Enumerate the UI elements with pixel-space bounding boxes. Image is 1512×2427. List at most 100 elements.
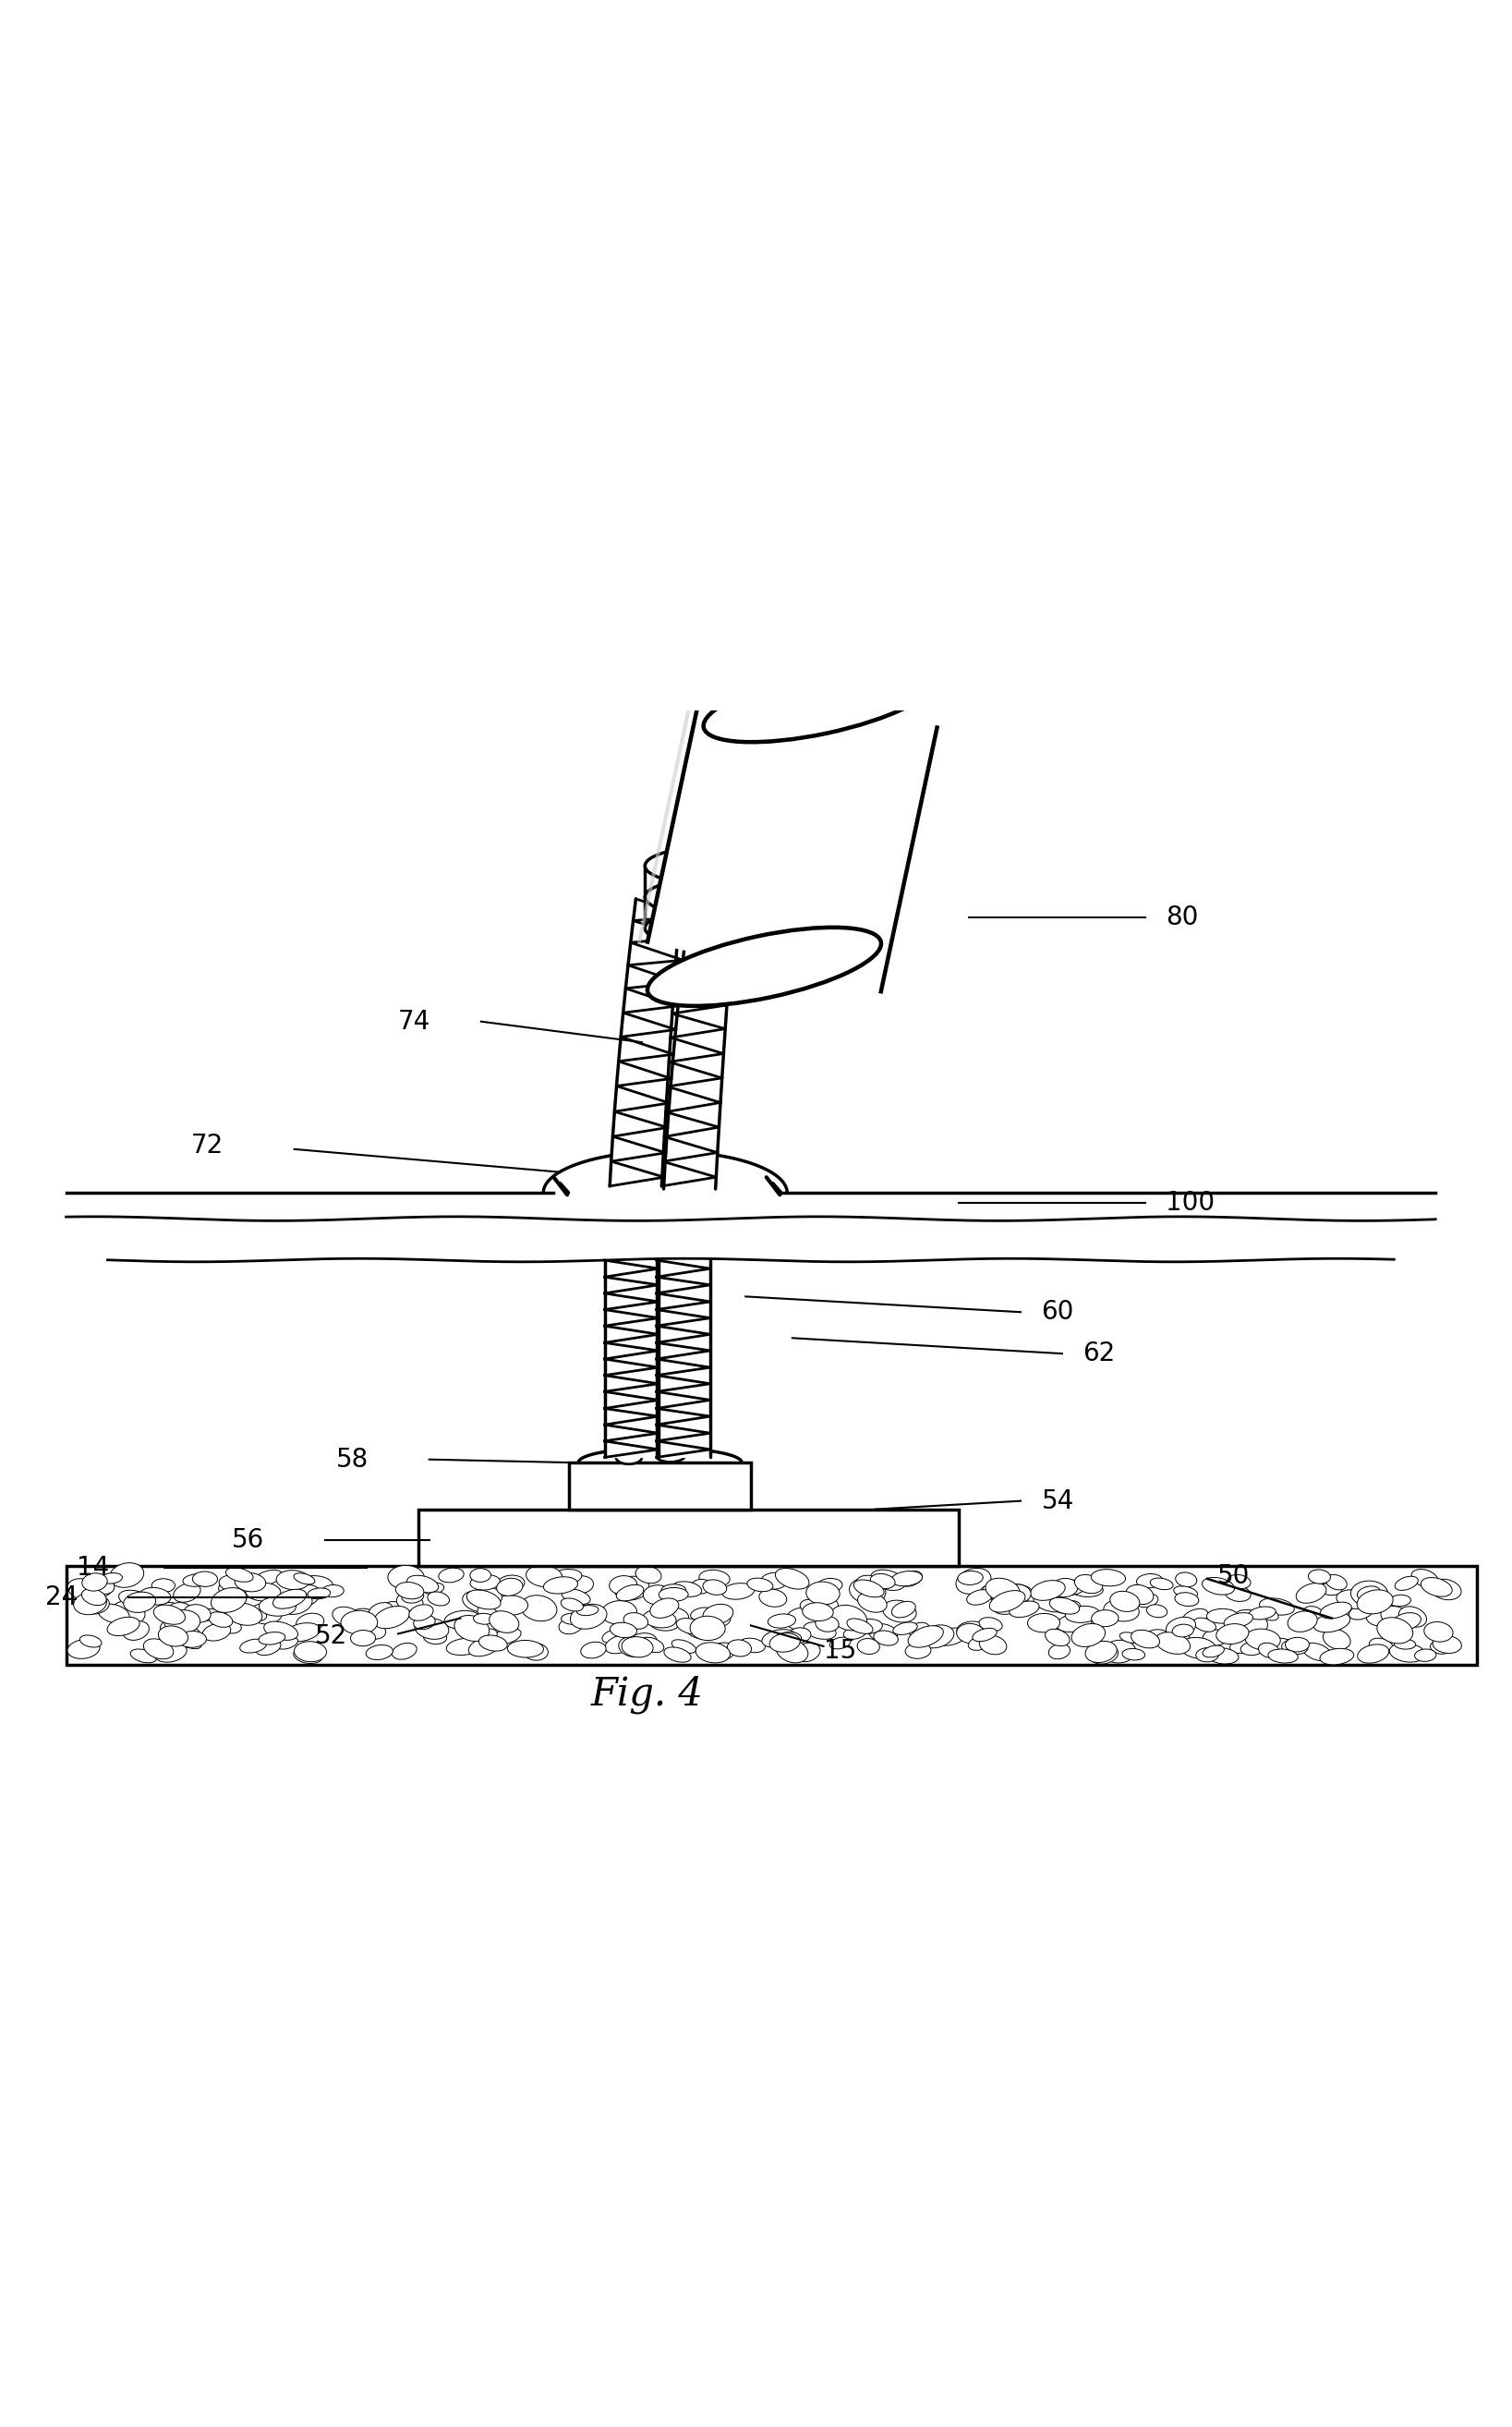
Ellipse shape [543,1578,578,1595]
Ellipse shape [830,1604,866,1631]
Ellipse shape [1394,1638,1415,1650]
Ellipse shape [934,1629,966,1646]
Ellipse shape [1433,1636,1462,1653]
Ellipse shape [1246,1629,1281,1650]
Text: 24: 24 [45,1585,79,1612]
Ellipse shape [968,1636,989,1650]
Text: 74: 74 [398,1010,431,1034]
Ellipse shape [1102,1641,1136,1662]
Ellipse shape [561,1614,587,1624]
Ellipse shape [1288,1612,1317,1631]
Ellipse shape [1259,1599,1294,1614]
Ellipse shape [993,1595,1025,1614]
Ellipse shape [1092,1609,1119,1626]
Ellipse shape [139,1587,171,1604]
Ellipse shape [1258,1643,1279,1658]
Ellipse shape [98,1604,130,1624]
Ellipse shape [786,1607,820,1631]
Ellipse shape [992,1585,1028,1609]
Ellipse shape [1282,1641,1308,1655]
Polygon shape [647,677,937,993]
Ellipse shape [526,1565,562,1587]
Ellipse shape [847,1619,872,1633]
Ellipse shape [74,1592,107,1614]
Text: 62: 62 [1083,1340,1116,1366]
Ellipse shape [1358,1646,1390,1662]
Ellipse shape [119,1590,151,1609]
Ellipse shape [661,1585,686,1597]
Ellipse shape [957,1570,983,1585]
Ellipse shape [739,1638,765,1653]
Ellipse shape [1010,1602,1039,1616]
Ellipse shape [856,1575,883,1592]
Ellipse shape [212,1587,246,1612]
Ellipse shape [523,1643,547,1660]
Ellipse shape [219,1580,243,1597]
Ellipse shape [804,1621,836,1638]
Ellipse shape [1390,1643,1426,1662]
Ellipse shape [1415,1648,1436,1662]
Ellipse shape [322,1585,343,1597]
Ellipse shape [1175,1573,1198,1587]
Ellipse shape [438,1568,464,1582]
Ellipse shape [493,1595,528,1614]
Ellipse shape [1051,1578,1078,1597]
Ellipse shape [1045,1629,1069,1646]
Ellipse shape [806,1582,839,1604]
Ellipse shape [369,1602,393,1619]
Ellipse shape [640,1638,664,1653]
Ellipse shape [109,1563,144,1587]
Ellipse shape [980,1616,1002,1631]
Ellipse shape [479,1636,508,1650]
Ellipse shape [219,1575,254,1592]
Ellipse shape [956,1568,990,1595]
Ellipse shape [446,1638,482,1655]
Ellipse shape [768,1614,795,1629]
Ellipse shape [1326,1575,1347,1590]
Ellipse shape [1155,1633,1190,1655]
Ellipse shape [706,1643,735,1662]
Text: Fig. 4: Fig. 4 [591,1675,703,1713]
Ellipse shape [894,1621,918,1636]
Ellipse shape [691,1580,712,1595]
Ellipse shape [699,1570,730,1587]
Ellipse shape [1049,1597,1080,1614]
Ellipse shape [703,1580,727,1595]
Ellipse shape [470,1568,491,1582]
Ellipse shape [1092,1570,1125,1587]
Text: 100: 100 [1166,1189,1214,1216]
Ellipse shape [614,1575,649,1599]
Ellipse shape [655,1446,686,1461]
Ellipse shape [1323,1629,1350,1650]
Ellipse shape [414,1614,435,1629]
Ellipse shape [160,1619,195,1636]
Ellipse shape [770,1633,800,1653]
Ellipse shape [423,1582,445,1595]
Text: 52: 52 [314,1624,348,1648]
Ellipse shape [709,1614,730,1629]
Ellipse shape [857,1638,880,1655]
Ellipse shape [813,1609,836,1621]
Ellipse shape [649,1612,680,1631]
Ellipse shape [357,1621,386,1638]
Ellipse shape [1034,1595,1069,1612]
Ellipse shape [295,1641,327,1662]
Ellipse shape [686,1624,715,1638]
Ellipse shape [559,1616,582,1633]
Ellipse shape [1166,1616,1196,1638]
Ellipse shape [1066,1607,1099,1624]
Ellipse shape [80,1636,101,1648]
Ellipse shape [1120,1633,1140,1643]
Ellipse shape [618,1636,647,1658]
Ellipse shape [1430,1641,1452,1655]
Ellipse shape [1122,1648,1145,1660]
Ellipse shape [1126,1585,1154,1604]
Ellipse shape [691,1619,723,1636]
Ellipse shape [800,1599,824,1614]
Ellipse shape [909,1624,930,1638]
Ellipse shape [830,1638,851,1648]
Ellipse shape [168,1602,191,1614]
Ellipse shape [476,1629,497,1641]
Text: 60: 60 [1042,1298,1074,1325]
Ellipse shape [1086,1641,1117,1662]
